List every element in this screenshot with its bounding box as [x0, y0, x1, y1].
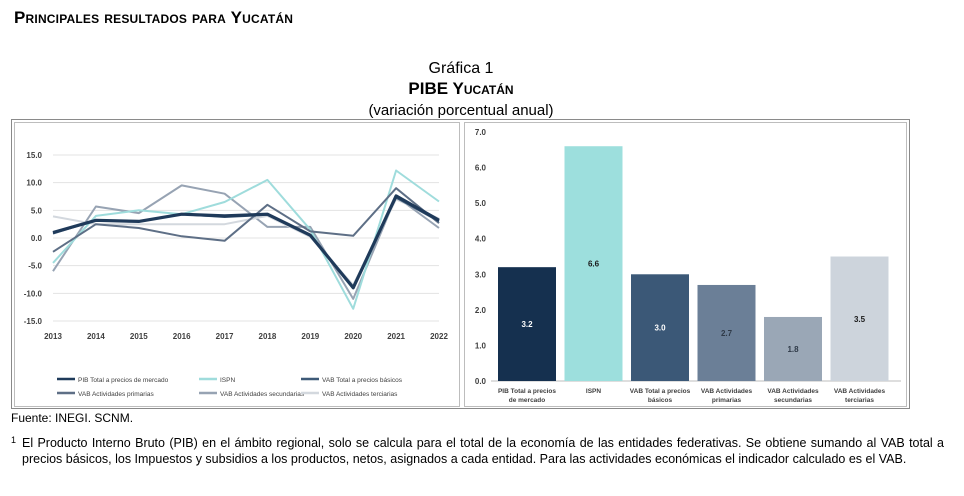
y-tick-label: 3.0 — [475, 270, 487, 279]
legend-label: VAB Actividades terciarias — [322, 391, 398, 398]
legend-label: ISPN — [220, 377, 235, 384]
y-tick-label: 7.0 — [475, 128, 487, 137]
x-tick-label: 2022 — [430, 332, 448, 341]
legend-label: PIB Total a precios de mercado — [78, 377, 169, 384]
series-line-0 — [52, 194, 440, 290]
figure-frame — [11, 119, 910, 409]
category-label: VAB Actividades — [767, 388, 819, 395]
category-label: VAB Total a precios — [630, 388, 691, 395]
footnote-text: El Producto Interno Bruto (PIB) en el ám… — [22, 436, 944, 466]
bar — [764, 316, 822, 381]
category-label: PIB Total a precios — [498, 388, 556, 395]
x-tick-label: 2020 — [344, 332, 362, 341]
y-tick-label: 2.0 — [475, 306, 487, 315]
bar-chart-panel: 0.0 1.0 2.0 3.0 4.0 5.0 6.0 7.0 3.2 PIB Total a p… — [464, 122, 907, 407]
bar — [830, 256, 889, 381]
series-line-3 — [52, 187, 440, 253]
series-line-5 — [52, 198, 440, 286]
footnote-mark: 1 — [11, 435, 17, 445]
y-tick-label: 0.0 — [31, 234, 43, 243]
y-tick-label: 5.0 — [475, 199, 487, 208]
legend-label: VAB Actividades primarias — [78, 391, 154, 398]
bar-value-label: 2.7 — [721, 329, 733, 338]
bar-chart: 0.0 1.0 2.0 3.0 4.0 5.0 6.0 7.0 3.2 PIB Total a p… — [475, 128, 901, 404]
category-label: VAB Actividades — [834, 388, 886, 395]
line-chart-panel: 15.0 10.0 5.0 0.0 -5.0 -10.0 -15.0 2013 2014 2015… — [14, 122, 460, 407]
figure-subtitle: (variación porcentual anual) — [368, 102, 554, 119]
bar-value-label: 6.6 — [588, 260, 600, 269]
y-tick-label: -15.0 — [24, 317, 43, 326]
x-tick-label: 2018 — [259, 332, 277, 341]
category-label: ISPN — [586, 388, 601, 395]
figure-label: Gráfica 1 — [428, 60, 494, 77]
y-tick-label: 6.0 — [475, 164, 487, 173]
x-tick-label: 2017 — [216, 332, 234, 341]
category-label: VAB Actividades — [701, 388, 753, 395]
bar-value-label: 3.2 — [521, 320, 533, 329]
y-tick-label: 1.0 — [475, 341, 487, 350]
series-line-4 — [52, 184, 440, 300]
bar — [631, 274, 689, 381]
bar-value-label: 1.8 — [787, 345, 799, 354]
y-tick-label: 5.0 — [31, 206, 43, 215]
x-tick-label: 2021 — [387, 332, 405, 341]
bar-value-label: 3.0 — [654, 324, 666, 333]
bar — [697, 284, 756, 381]
y-tick-label: 15.0 — [26, 151, 42, 160]
page-heading: Principales resultados para Yucatán — [14, 8, 294, 27]
x-tick-label: 2015 — [130, 332, 148, 341]
category-label: de mercado — [509, 397, 546, 404]
x-tick-label: 2016 — [173, 332, 191, 341]
bar-value-label: 3.5 — [854, 315, 866, 324]
source-note: Fuente: INEGI. SCNM. — [11, 411, 134, 425]
series-line-1 — [52, 169, 440, 310]
x-tick-label: 2013 — [44, 332, 62, 341]
y-tick-label: -5.0 — [28, 262, 42, 271]
category-label: básicos — [648, 397, 673, 404]
y-tick-label: 4.0 — [475, 235, 487, 244]
x-tick-label: 2019 — [301, 332, 319, 341]
y-tick-label: 0.0 — [475, 377, 487, 386]
legend-label: VAB Actividades secundarias — [220, 391, 305, 398]
category-label: terciarias — [845, 397, 874, 404]
legend-label: VAB Total a precios básicos — [322, 377, 403, 384]
y-tick-label: -10.0 — [24, 289, 43, 298]
x-tick-label: 2014 — [87, 332, 105, 341]
y-tick-label: 10.0 — [26, 179, 42, 188]
bar — [498, 267, 556, 381]
category-label: primarias — [712, 397, 742, 404]
category-label: secundarias — [774, 397, 812, 404]
figure-title: PIBE Yucatán — [408, 79, 514, 98]
bar — [564, 146, 623, 381]
